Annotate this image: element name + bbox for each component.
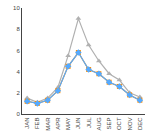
svg-text:JAN: JAN — [24, 117, 30, 128]
svg-text:MAY: MAY — [65, 117, 71, 130]
svg-text:MAR: MAR — [45, 117, 51, 131]
svg-text:JUL: JUL — [86, 117, 92, 128]
svg-text:4: 4 — [16, 69, 20, 75]
svg-text:OCT: OCT — [116, 117, 122, 130]
svg-text:6: 6 — [16, 48, 20, 54]
svg-text:2: 2 — [16, 90, 20, 96]
svg-text:FEB: FEB — [34, 117, 40, 129]
svg-text:8: 8 — [16, 26, 20, 32]
svg-text:AUG: AUG — [96, 117, 102, 130]
svg-text:DEC: DEC — [137, 117, 143, 130]
svg-text:10: 10 — [13, 5, 20, 11]
svg-text:0: 0 — [16, 111, 20, 117]
svg-text:JUN: JUN — [75, 117, 81, 129]
svg-text:APR: APR — [55, 117, 61, 130]
svg-text:NOV: NOV — [127, 117, 133, 130]
svg-text:SEP: SEP — [106, 117, 112, 129]
